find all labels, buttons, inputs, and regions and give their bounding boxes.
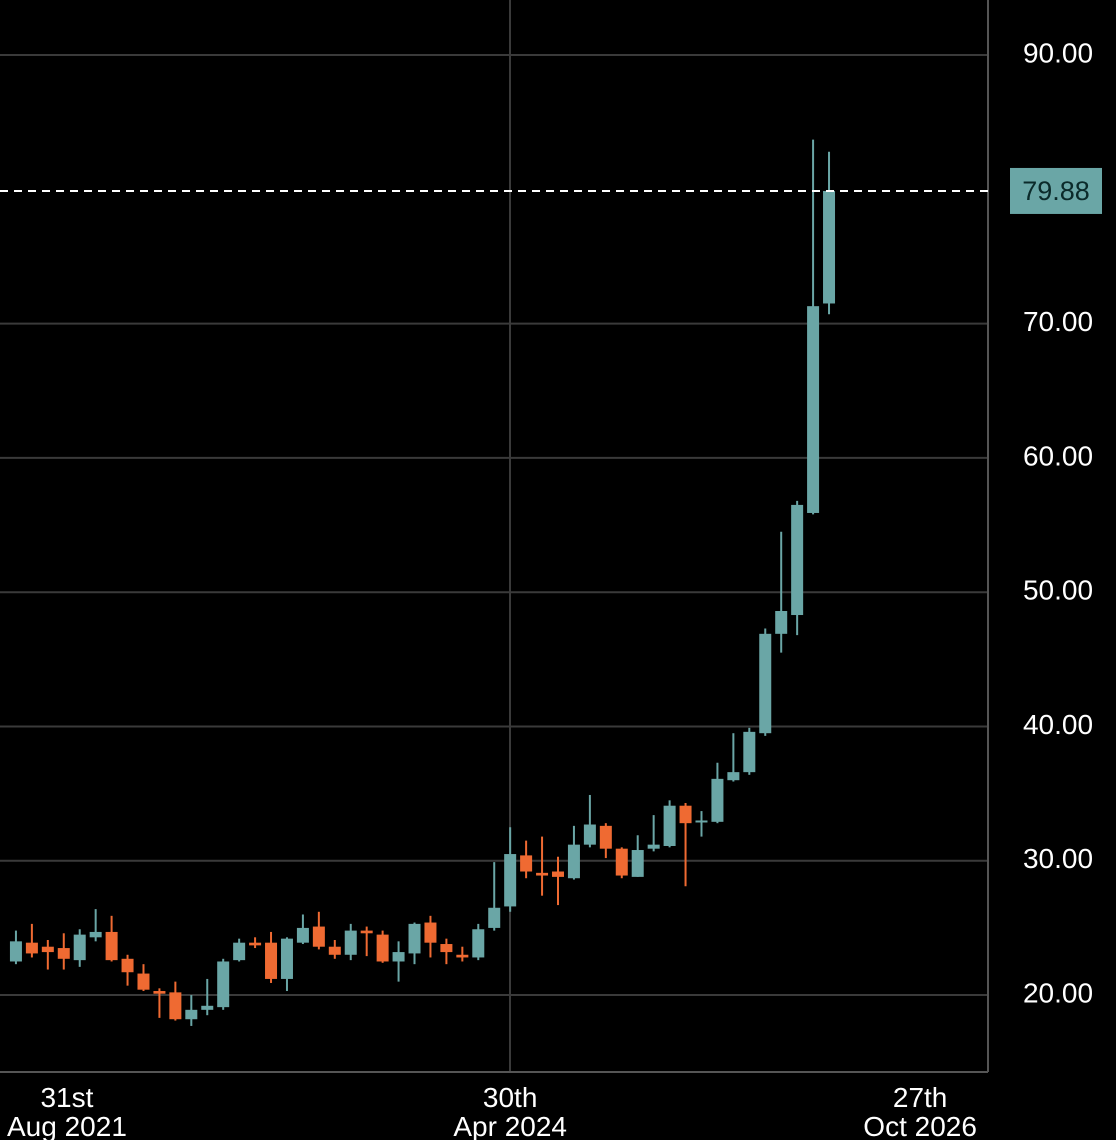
candle-body — [424, 922, 437, 943]
candle-body — [472, 929, 485, 958]
candle-body — [57, 948, 70, 959]
candle-body — [25, 942, 38, 954]
x-tick-day: 31st — [40, 1082, 93, 1113]
candle-body — [743, 731, 756, 773]
candle-body — [73, 934, 86, 961]
candle-body — [663, 805, 676, 846]
candle-body — [296, 927, 309, 943]
y-tick-label: 90.00 — [1023, 37, 1093, 68]
candle-body — [759, 633, 772, 734]
candle-body — [807, 306, 820, 513]
candle-body — [121, 958, 134, 973]
last-price-box — [1010, 167, 1102, 214]
y-tick-label: 30.00 — [1023, 843, 1093, 874]
x-tick-month: Oct 2026 — [863, 1111, 977, 1140]
candle-body — [536, 872, 549, 876]
x-tick-day: 30th — [483, 1082, 538, 1113]
candle-body — [520, 855, 533, 872]
candle-body — [233, 942, 246, 961]
candle-body — [583, 824, 596, 845]
candle-body — [392, 952, 405, 962]
x-tick-month: Apr 2024 — [453, 1111, 567, 1140]
candle-body — [376, 934, 389, 962]
candle-body — [249, 942, 262, 946]
candle-body — [679, 805, 692, 824]
candle-body — [169, 992, 182, 1020]
candle-body — [823, 190, 836, 304]
candle-body — [344, 930, 357, 955]
candle-body — [775, 610, 788, 634]
candle-body — [153, 991, 166, 994]
y-tick-label: 70.00 — [1023, 306, 1093, 337]
candle-body — [615, 848, 628, 876]
candle-body — [408, 923, 421, 954]
candle-body — [360, 930, 373, 934]
candle-body — [328, 946, 341, 955]
candle-body — [695, 820, 708, 823]
y-tick-label: 50.00 — [1023, 575, 1093, 606]
candle-body — [137, 973, 150, 990]
candle-body — [185, 1009, 198, 1020]
x-tick-label: 27th Oct 2026 — [863, 1082, 977, 1140]
y-tick-label: 40.00 — [1023, 709, 1093, 740]
y-tick-label: 60.00 — [1023, 440, 1093, 471]
last-price-label: 79.88 — [1022, 176, 1090, 206]
candle-body — [41, 946, 54, 953]
candle-body — [105, 931, 118, 961]
candle-body — [791, 504, 804, 616]
candle-body — [727, 772, 740, 781]
candle-body — [312, 926, 325, 947]
candle-body — [504, 854, 517, 907]
candle-body — [599, 825, 612, 849]
candle-body — [89, 931, 102, 938]
candle-body — [711, 778, 724, 822]
candle-body — [440, 944, 453, 953]
candle-body — [201, 1005, 214, 1010]
candle-body — [9, 941, 22, 962]
candle-body — [265, 942, 278, 979]
x-tick-month: Aug 2021 — [7, 1111, 127, 1140]
candle-body — [631, 850, 644, 877]
candle-body — [217, 961, 230, 1008]
candle-body — [488, 907, 501, 928]
x-tick-day: 27th — [893, 1082, 948, 1113]
x-tick-label: 30th Apr 2024 — [453, 1082, 567, 1140]
candle-body — [456, 954, 469, 958]
candle-body — [551, 871, 564, 877]
candle-body — [647, 844, 660, 849]
y-tick-label: 20.00 — [1023, 977, 1093, 1008]
x-tick-label: 31st Aug 2021 — [7, 1082, 127, 1140]
candle-body — [567, 844, 580, 879]
candle-body — [280, 938, 293, 979]
